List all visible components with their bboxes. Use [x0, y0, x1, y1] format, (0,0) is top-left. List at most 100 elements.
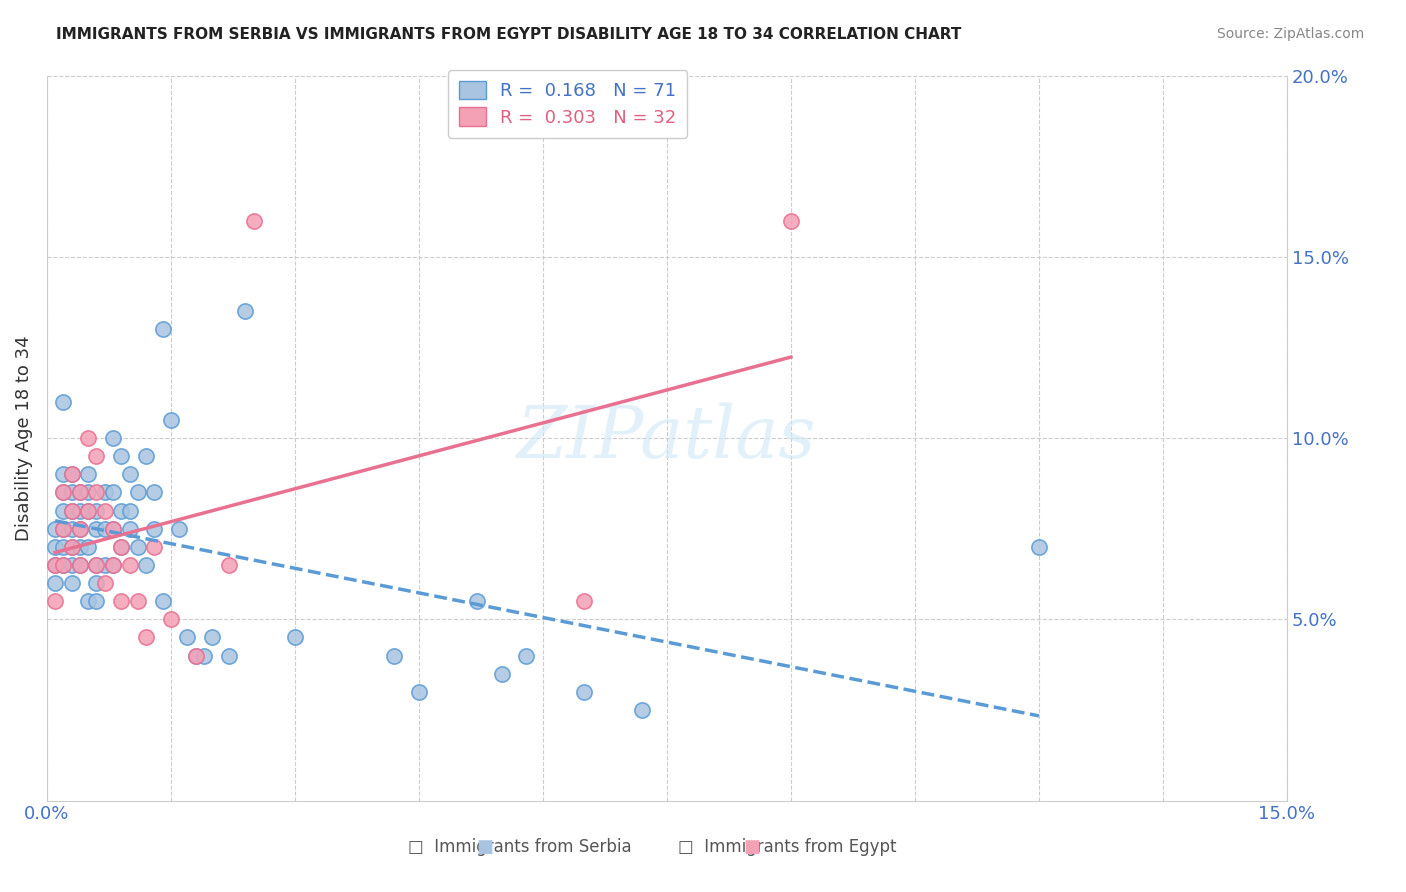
Point	[52, 467, 75, 482]
Point	[69, 540, 91, 554]
Point	[780, 213, 803, 227]
Point	[86, 503, 108, 517]
Point	[218, 648, 240, 663]
Point	[86, 558, 108, 572]
Y-axis label: Disability Age 18 to 34: Disability Age 18 to 34	[15, 335, 32, 541]
Point	[382, 648, 405, 663]
Point	[77, 540, 100, 554]
Point	[184, 648, 207, 663]
Point	[86, 485, 108, 500]
Point	[44, 576, 66, 591]
Point	[94, 558, 117, 572]
Point	[52, 485, 75, 500]
Point	[101, 558, 124, 572]
Point	[44, 558, 66, 572]
Point	[44, 558, 66, 572]
Point	[1028, 540, 1050, 554]
Point	[118, 503, 141, 517]
Point	[242, 213, 264, 227]
Point	[176, 631, 198, 645]
Point	[143, 522, 166, 536]
Point	[52, 522, 75, 536]
Text: Source: ZipAtlas.com: Source: ZipAtlas.com	[1216, 27, 1364, 41]
Point	[465, 594, 488, 608]
Point	[94, 576, 117, 591]
Point	[160, 413, 183, 427]
Point	[94, 503, 117, 517]
Point	[52, 394, 75, 409]
Point	[127, 594, 149, 608]
Point	[52, 485, 75, 500]
Point	[44, 522, 66, 536]
Point	[135, 558, 157, 572]
Point	[152, 322, 174, 336]
Point	[60, 485, 83, 500]
Point	[218, 558, 240, 572]
Point	[52, 503, 75, 517]
Point	[86, 522, 108, 536]
Point	[77, 485, 100, 500]
Point	[60, 558, 83, 572]
Point	[44, 540, 66, 554]
Point	[143, 485, 166, 500]
Text: □  Immigrants from Serbia: □ Immigrants from Serbia	[408, 838, 633, 856]
Point	[69, 503, 91, 517]
Point	[60, 540, 83, 554]
Point	[86, 576, 108, 591]
Text: ZIPatlas: ZIPatlas	[517, 403, 817, 474]
Point	[152, 594, 174, 608]
Point	[135, 449, 157, 463]
Point	[574, 594, 596, 608]
Point	[60, 576, 83, 591]
Point	[201, 631, 224, 645]
Point	[60, 503, 83, 517]
Point	[118, 558, 141, 572]
Point	[77, 503, 100, 517]
Point	[77, 467, 100, 482]
Point	[69, 485, 91, 500]
Text: □  Immigrants from Egypt: □ Immigrants from Egypt	[678, 838, 897, 856]
Point	[110, 540, 132, 554]
Point	[69, 558, 91, 572]
Point	[408, 685, 430, 699]
Point	[86, 449, 108, 463]
Point	[135, 631, 157, 645]
Point	[52, 540, 75, 554]
Point	[69, 522, 91, 536]
Point	[60, 467, 83, 482]
Point	[77, 431, 100, 445]
Point	[101, 522, 124, 536]
Point	[118, 522, 141, 536]
Point	[69, 558, 91, 572]
Point	[101, 522, 124, 536]
Point	[60, 503, 83, 517]
Point	[52, 522, 75, 536]
Point	[110, 449, 132, 463]
Point	[193, 648, 215, 663]
Point	[127, 540, 149, 554]
Point	[69, 485, 91, 500]
Point	[101, 485, 124, 500]
Text: ■: ■	[744, 838, 761, 856]
Point	[233, 304, 256, 318]
Point	[631, 703, 654, 717]
Point	[94, 485, 117, 500]
Point	[515, 648, 537, 663]
Point	[44, 594, 66, 608]
Point	[143, 540, 166, 554]
Point	[77, 503, 100, 517]
Point	[86, 594, 108, 608]
Point	[118, 467, 141, 482]
Point	[110, 540, 132, 554]
Point	[60, 540, 83, 554]
Point	[160, 612, 183, 626]
Point	[94, 522, 117, 536]
Text: ■: ■	[477, 838, 494, 856]
Point	[491, 666, 513, 681]
Point	[127, 485, 149, 500]
Point	[574, 685, 596, 699]
Text: IMMIGRANTS FROM SERBIA VS IMMIGRANTS FROM EGYPT DISABILITY AGE 18 TO 34 CORRELAT: IMMIGRANTS FROM SERBIA VS IMMIGRANTS FRO…	[56, 27, 962, 42]
Point	[284, 631, 307, 645]
Point	[167, 522, 190, 536]
Point	[101, 431, 124, 445]
